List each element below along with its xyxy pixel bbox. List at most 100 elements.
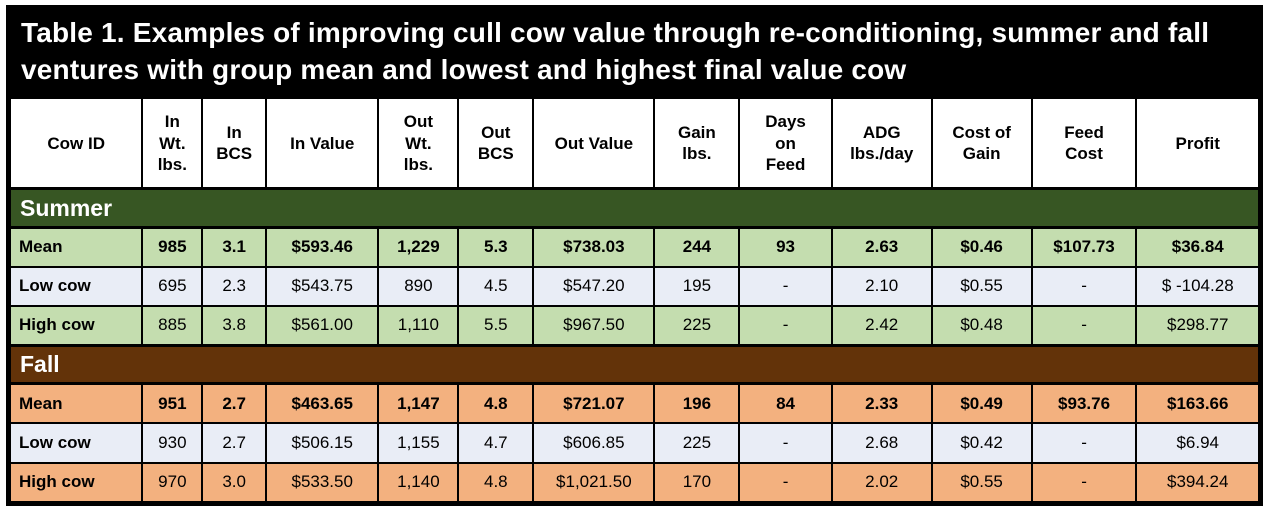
cull-cow-table: Table 1. Examples of improving cull cow …: [6, 5, 1263, 506]
cell: 196: [653, 382, 741, 425]
cell: 2.63: [830, 226, 933, 268]
row-label: Mean: [8, 382, 144, 425]
cell: 84: [738, 382, 833, 425]
cell: $0.46: [930, 226, 1033, 268]
row-label: High cow: [8, 305, 144, 347]
column-header: Cost of Gain: [930, 96, 1033, 190]
cell: $93.76: [1030, 382, 1138, 425]
row-label: Low cow: [8, 265, 144, 308]
cell: -: [1030, 461, 1138, 504]
cell: $0.55: [930, 265, 1033, 308]
cell: $394.24: [1135, 461, 1260, 504]
cell: $547.20: [532, 265, 656, 308]
section-row-fall: Fall: [9, 343, 1260, 386]
cell: 3.1: [201, 226, 268, 268]
column-header: Feed Cost: [1030, 96, 1138, 190]
cell: 4.5: [457, 265, 535, 308]
cell: $163.66: [1135, 382, 1260, 425]
cell: 2.68: [830, 422, 933, 464]
cell: 2.3: [201, 265, 268, 308]
section-row-summer: Summer: [9, 187, 1260, 229]
cell: 695: [141, 265, 204, 308]
cell: 2.02: [830, 461, 933, 504]
cell: 225: [653, 305, 741, 347]
table-body: Summer Mean 985 3.1 $593.46 1,229 5.3 $738.03 24…: [8, 187, 1260, 504]
table-title: Table 1. Examples of improving cull cow …: [9, 8, 1260, 97]
cell: 985: [141, 226, 204, 268]
cell: 2.7: [201, 382, 268, 425]
cell: $463.65: [265, 382, 380, 425]
cell: 1,147: [377, 382, 460, 425]
cell: -: [738, 305, 833, 347]
row-label: Low cow: [8, 422, 144, 464]
cell: -: [1030, 305, 1138, 347]
column-header: In Wt. lbs.: [141, 96, 204, 190]
cell: 1,110: [377, 305, 460, 347]
cell: $0.48: [930, 305, 1033, 347]
cell: 2.42: [830, 305, 933, 347]
cell: 170: [653, 461, 741, 504]
cell: 3.0: [201, 461, 268, 504]
cell: $543.75: [265, 265, 380, 308]
cell: $ -104.28: [1135, 265, 1260, 308]
cell: 2.33: [830, 382, 933, 425]
cell: 1,155: [377, 422, 460, 464]
cell: $0.49: [930, 382, 1033, 425]
cell: $36.84: [1135, 226, 1260, 268]
cell: 970: [141, 461, 204, 504]
cell: $1,021.50: [532, 461, 656, 504]
cell: 244: [653, 226, 741, 268]
cell: -: [1030, 265, 1138, 308]
cell: 930: [141, 422, 204, 464]
table-row: Mean 985 3.1 $593.46 1,229 5.3 $738.03 244 93 2.6…: [8, 226, 1260, 268]
column-header: In BCS: [201, 96, 268, 190]
column-header: Out Value: [532, 96, 656, 190]
cell: $6.94: [1135, 422, 1260, 464]
table-row: High cow 885 3.8 $561.00 1,110 5.5 $967.50 225-…: [8, 305, 1260, 347]
cell: $107.73: [1030, 226, 1138, 268]
table-row: Low cow 930 2.7 $506.15 1,155 4.7 $606.85 225-2…: [8, 422, 1260, 464]
cell: 195: [653, 265, 741, 308]
column-header: Gain lbs.: [653, 96, 741, 190]
cell: 5.3: [457, 226, 535, 268]
table-row: Mean 951 2.7 $463.65 1,147 4.8 $721.07 196 84 2.3…: [8, 382, 1260, 425]
cell: -: [738, 422, 833, 464]
cell: 225: [653, 422, 741, 464]
column-header: Profit: [1135, 96, 1260, 190]
cell: 885: [141, 305, 204, 347]
cell: $967.50: [532, 305, 656, 347]
column-header: Out BCS: [457, 96, 535, 190]
column-header: Out Wt. lbs.: [377, 96, 460, 190]
cell: 4.8: [457, 461, 535, 504]
column-header: Cow ID: [8, 96, 144, 190]
cell: 4.7: [457, 422, 535, 464]
cell: $0.42: [930, 422, 1033, 464]
column-header: Days on Feed: [738, 96, 833, 190]
table-row: Low cow 695 2.3 $543.75 890 4.5 $547.20 195-2.1…: [8, 265, 1260, 308]
table-row: High cow 970 3.0 $533.50 1,140 4.8 $1,021.50 17…: [8, 461, 1260, 504]
cell: 5.5: [457, 305, 535, 347]
cell: 3.8: [201, 305, 268, 347]
row-label: High cow: [8, 461, 144, 504]
cell: 951: [141, 382, 204, 425]
cell: -: [738, 265, 833, 308]
cell: $533.50: [265, 461, 380, 504]
cell: $721.07: [532, 382, 656, 425]
cell: 4.8: [457, 382, 535, 425]
cell: 1,140: [377, 461, 460, 504]
section-label: Summer: [9, 187, 1260, 229]
cell: $0.55: [930, 461, 1033, 504]
row-label: Mean: [8, 226, 144, 268]
cell: $561.00: [265, 305, 380, 347]
data-table: Cow ID In Wt. lbs. In BCS In Value Out Wt. l…: [8, 96, 1260, 504]
section-label: Fall: [9, 343, 1260, 386]
cell: $738.03: [532, 226, 656, 268]
cell: 890: [377, 265, 460, 308]
cell: 2.7: [201, 422, 268, 464]
cell: 2.10: [830, 265, 933, 308]
cell: $298.77: [1135, 305, 1260, 347]
header-row: Cow ID In Wt. lbs. In BCS In Value Out Wt. l…: [8, 96, 1260, 190]
cell: 93: [738, 226, 833, 268]
column-header: ADG lbs./day: [830, 96, 933, 190]
